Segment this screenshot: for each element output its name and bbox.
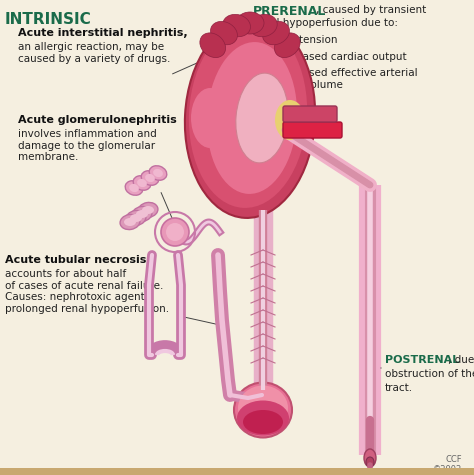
- Text: ■: ■: [260, 35, 266, 41]
- Ellipse shape: [263, 21, 290, 45]
- Ellipse shape: [129, 184, 139, 192]
- Text: Decreased cardiac output: Decreased cardiac output: [272, 52, 407, 62]
- Bar: [0, 468, 474, 475]
- Ellipse shape: [132, 207, 152, 221]
- Ellipse shape: [138, 202, 158, 218]
- Text: involves inflammation and
damage to the glomerular
membrane.: involves inflammation and damage to the …: [18, 129, 157, 162]
- Text: tract.: tract.: [385, 383, 413, 393]
- FancyBboxPatch shape: [283, 106, 337, 122]
- Ellipse shape: [189, 22, 307, 208]
- Text: Acute tubular necrosis: Acute tubular necrosis: [5, 255, 146, 265]
- Ellipse shape: [249, 14, 277, 37]
- Ellipse shape: [137, 179, 147, 187]
- Ellipse shape: [200, 33, 226, 57]
- Ellipse shape: [275, 100, 305, 140]
- Text: CCF
©2002: CCF ©2002: [433, 455, 462, 475]
- Circle shape: [166, 223, 184, 241]
- Text: , due to: , due to: [448, 355, 474, 365]
- Text: accounts for about half
of cases of acute renal failure.
Causes: nephrotoxic age: accounts for about half of cases of acut…: [5, 269, 169, 314]
- Ellipse shape: [141, 171, 159, 185]
- Ellipse shape: [364, 449, 376, 467]
- Ellipse shape: [142, 206, 154, 214]
- Ellipse shape: [145, 174, 155, 182]
- Text: PRERENAL: PRERENAL: [253, 5, 327, 18]
- Ellipse shape: [133, 176, 151, 190]
- Ellipse shape: [126, 210, 146, 226]
- Ellipse shape: [185, 18, 315, 218]
- Text: an allergic reaction, may be
caused by a variety of drugs.: an allergic reaction, may be caused by a…: [18, 42, 170, 64]
- Ellipse shape: [236, 73, 288, 163]
- Ellipse shape: [153, 169, 163, 177]
- Ellipse shape: [149, 166, 167, 180]
- Ellipse shape: [223, 14, 250, 37]
- Text: obstruction of the urinary: obstruction of the urinary: [385, 369, 474, 379]
- Text: INTRINSIC: INTRINSIC: [5, 12, 92, 27]
- Ellipse shape: [366, 457, 374, 467]
- Ellipse shape: [125, 181, 143, 195]
- Ellipse shape: [191, 88, 229, 148]
- Circle shape: [161, 218, 189, 246]
- Ellipse shape: [274, 33, 300, 57]
- Ellipse shape: [238, 386, 288, 430]
- Text: Hypotension: Hypotension: [272, 35, 337, 45]
- Ellipse shape: [207, 42, 297, 194]
- Text: Acute glomerulonephritis: Acute glomerulonephritis: [18, 115, 177, 125]
- Ellipse shape: [234, 382, 292, 437]
- Ellipse shape: [237, 400, 289, 436]
- Ellipse shape: [243, 410, 283, 434]
- Text: , caused by transient: , caused by transient: [316, 5, 426, 15]
- FancyBboxPatch shape: [283, 122, 342, 138]
- Ellipse shape: [124, 218, 136, 226]
- Text: renal hypoperfusion due to:: renal hypoperfusion due to:: [253, 18, 398, 28]
- Text: Acute interstitial nephritis,: Acute interstitial nephritis,: [18, 28, 188, 38]
- Text: Decreased effective arterial
blood volume: Decreased effective arterial blood volum…: [272, 68, 418, 90]
- Ellipse shape: [236, 12, 264, 34]
- Ellipse shape: [210, 21, 237, 45]
- Text: ■: ■: [260, 52, 266, 58]
- Text: ■: ■: [260, 68, 266, 74]
- Ellipse shape: [120, 214, 140, 229]
- Ellipse shape: [136, 210, 148, 218]
- Ellipse shape: [130, 214, 142, 222]
- Text: POSTRENAL: POSTRENAL: [385, 355, 459, 365]
